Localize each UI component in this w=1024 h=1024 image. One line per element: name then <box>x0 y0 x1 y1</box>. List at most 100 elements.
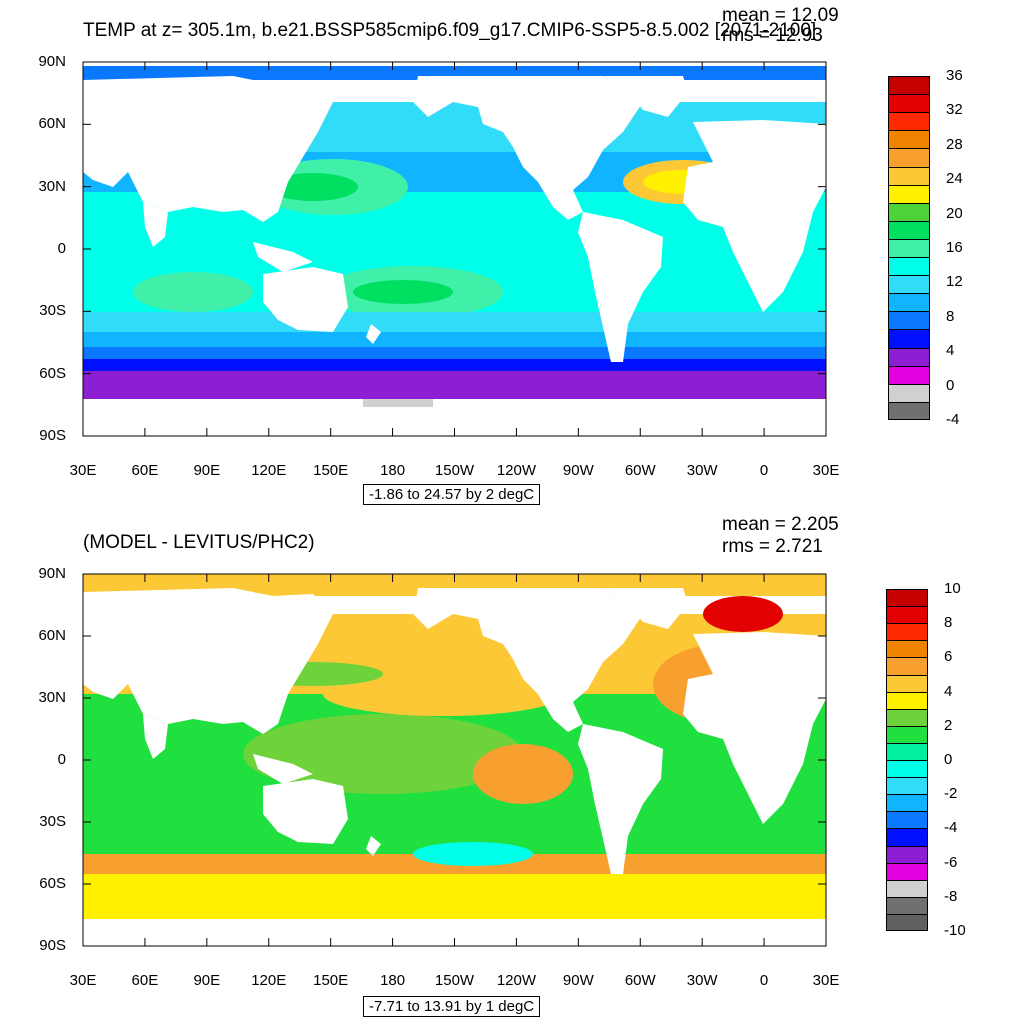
panel2-lon-label: 30E <box>69 972 97 989</box>
colorbar-swatch <box>886 879 928 898</box>
colorbar-swatch <box>886 623 928 641</box>
panel1-lon-label: 120E <box>251 462 287 479</box>
panel2-lon-label: 90E <box>193 972 221 989</box>
panel1-lon-label: 30E <box>69 462 97 479</box>
panel1-mean: mean = 12.09 <box>722 5 839 26</box>
colorbar-label: 12 <box>946 273 963 291</box>
panel2-lon-label: 150W <box>434 972 475 989</box>
panel1-lon-label: 90E <box>193 462 221 479</box>
colorbar-label: 20 <box>946 204 963 222</box>
colorbar-swatch <box>888 148 930 167</box>
colorbar-label: 8 <box>946 307 955 325</box>
panel2-lon-label: 90W <box>562 972 594 989</box>
colorbar-swatch <box>888 130 930 149</box>
panel2-lat-label: 90S <box>39 937 66 954</box>
colorbar-swatch <box>886 657 928 675</box>
colorbar-swatch <box>886 674 928 693</box>
panel1-lon-label: 90W <box>562 462 594 479</box>
colorbar-swatch <box>888 401 930 421</box>
panel2-range-box: -7.71 to 13.91 by 1 degC <box>363 996 541 1017</box>
colorbar-swatch <box>886 760 928 778</box>
panel1-rms: rms = 12.93 <box>722 25 823 46</box>
colorbar-label: -6 <box>944 853 958 871</box>
colorbar-label: 6 <box>944 648 953 666</box>
colorbar-swatch <box>886 640 928 658</box>
colorbar-label: 16 <box>946 239 963 256</box>
colorbar-swatch <box>888 238 930 258</box>
panel2-lon-label: 60W <box>624 972 656 989</box>
colorbar-swatch <box>886 896 928 915</box>
panel2-lon-label: 60E <box>131 972 159 989</box>
colorbar-swatch <box>888 76 930 95</box>
panel2-lon-label: 120W <box>496 972 536 989</box>
colorbar-swatch <box>886 708 928 727</box>
panel2-lon-label: 30E <box>812 972 840 989</box>
colorbar-label: 0 <box>944 751 953 768</box>
panel1-lon-label: 30E <box>812 462 840 479</box>
colorbar-swatch <box>886 742 928 761</box>
panel2-lat-label: 60N <box>38 627 66 644</box>
panel2-lon-label: 180 <box>380 972 406 989</box>
panel1-range-box: -1.86 to 24.57 by 2 degC <box>363 484 541 505</box>
panel2-title: (MODEL - LEVITUS/PHC2) <box>83 532 315 553</box>
colorbar-swatch <box>886 845 928 864</box>
panel1-lon-label: 150E <box>313 462 349 479</box>
panel1-lat-label: 60S <box>39 364 66 382</box>
colorbar-swatch <box>888 202 930 222</box>
panel2-lat-label: 30N <box>38 689 66 706</box>
colorbar-label: 10 <box>944 580 961 597</box>
colorbar-swatch <box>888 184 930 204</box>
panel1-lon-label: 0 <box>759 462 769 479</box>
colorbar-label: 32 <box>946 101 963 119</box>
colorbar-swatch <box>886 725 928 744</box>
panel1-lon-label: 60W <box>624 462 656 479</box>
colorbar-label: -8 <box>944 887 958 905</box>
colorbar-swatch <box>888 257 930 276</box>
colorbar-label: 24 <box>946 170 963 188</box>
colorbar-label: -10 <box>944 922 966 939</box>
panel1-lat-label: 90N <box>38 53 66 70</box>
colorbar-swatch <box>888 311 930 330</box>
panel1-lat-label: 90S <box>39 427 66 444</box>
panel2-mean: mean = 2.205 <box>722 514 839 535</box>
colorbar-label: 28 <box>946 135 963 153</box>
panel2-lat-label: 90N <box>38 565 66 582</box>
colorbar-swatch <box>888 220 930 240</box>
colorbar-swatch <box>888 293 930 312</box>
colorbar-swatch <box>886 828 928 846</box>
colorbar-swatch <box>888 383 930 403</box>
colorbar-label: -2 <box>944 785 958 803</box>
colorbar-swatch <box>888 347 930 367</box>
panel1-lon-label: 120W <box>496 462 536 479</box>
panel1-lat-label: 60N <box>38 115 66 133</box>
colorbar-swatch <box>886 777 928 795</box>
colorbar-label: 36 <box>946 67 963 84</box>
panel1-lon-label: 60E <box>131 462 159 479</box>
panel2-lat-label: 30S <box>39 813 66 830</box>
colorbar-label: -4 <box>946 411 960 428</box>
colorbar-swatch <box>888 365 930 385</box>
colorbar-label: 2 <box>944 716 953 734</box>
colorbar-swatch <box>886 589 928 607</box>
panel1-lat-label: 30S <box>39 302 66 320</box>
colorbar-swatch <box>888 166 930 186</box>
colorbar-swatch <box>886 794 928 812</box>
panel1-lat-label: 0 <box>57 240 66 257</box>
panel2-lat-label: 60S <box>39 875 66 892</box>
panel2-lon-label: 0 <box>759 972 769 989</box>
colorbar-swatch <box>886 606 928 624</box>
colorbar-swatch <box>888 329 930 349</box>
colorbar-swatch <box>886 913 928 932</box>
colorbar-label: 8 <box>944 614 953 632</box>
panel1-map <box>82 61 827 437</box>
colorbar-label: -4 <box>944 819 958 837</box>
panel2-rms: rms = 2.721 <box>722 536 823 557</box>
colorbar-label: 4 <box>946 342 955 360</box>
colorbar-swatch <box>888 94 930 113</box>
panel1-lat-label: 30N <box>38 177 66 195</box>
panel2-map <box>82 573 827 948</box>
colorbar-swatch <box>888 275 930 294</box>
panel2-lat-label: 0 <box>57 751 66 768</box>
panel2-lon-label: 150E <box>313 972 349 989</box>
